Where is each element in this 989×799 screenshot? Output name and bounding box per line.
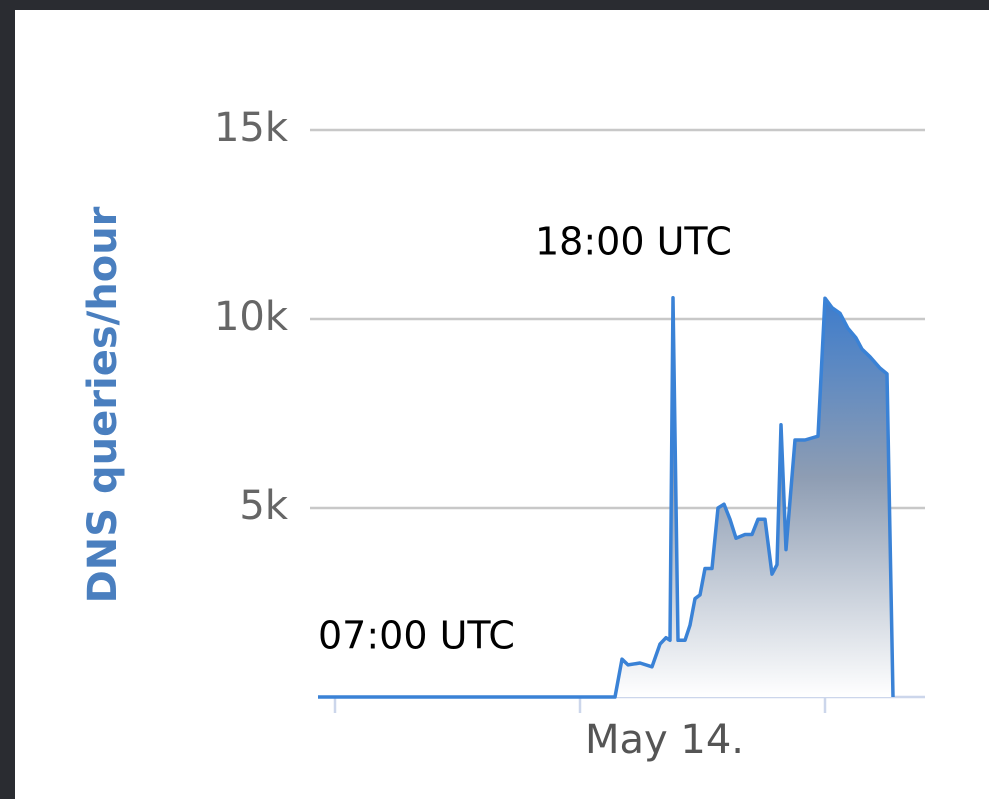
line xyxy=(318,296,895,699)
y-tick-label: 10k xyxy=(214,294,289,340)
y-tick-label: 15k xyxy=(214,105,289,151)
y-axis-title: DNS queries/hour xyxy=(80,206,126,603)
y-tick-label: 5k xyxy=(239,483,288,529)
annotation: 18:00 UTC xyxy=(535,220,732,264)
area xyxy=(318,297,893,697)
x-axis-label: May 14. xyxy=(585,717,744,763)
annotation: 07:00 UTC xyxy=(318,614,515,658)
